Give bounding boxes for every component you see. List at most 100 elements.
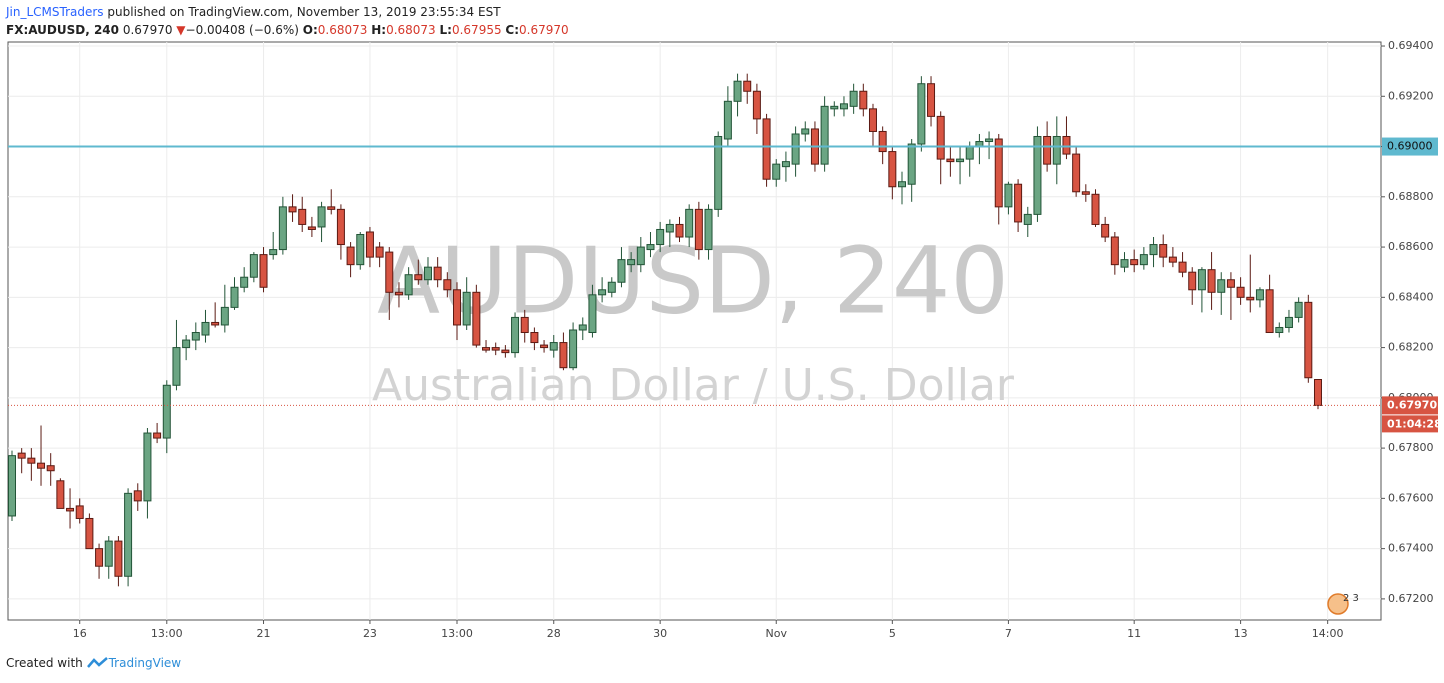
symbol: FX:AUDUSD, 240 (6, 23, 120, 37)
candle-body (1149, 244, 1158, 256)
candle-body (249, 254, 258, 278)
last: 0.67970 (122, 23, 173, 37)
candle-body (801, 128, 810, 135)
candle-body (1226, 279, 1235, 288)
published: published on TradingView.com, November 1… (107, 5, 501, 19)
y-tick-label: 0.67600 (1388, 491, 1434, 504)
candle-body (288, 206, 297, 213)
badge[interactable]: 2 3 (1327, 593, 1359, 615)
candle-body (714, 135, 723, 210)
candle-body (1236, 286, 1245, 298)
candle-body (1081, 191, 1090, 195)
candle-body (781, 161, 790, 168)
plot-frame (7, 41, 1382, 621)
candle-body (540, 344, 549, 349)
candle-body (820, 105, 829, 165)
countdown-box (1382, 415, 1438, 433)
candle-body (423, 266, 432, 281)
candle-body (946, 158, 955, 163)
header-line: FX:AUDUSD, 240 0.67970 ▼−0.00408 (−0.6%)… (6, 21, 569, 39)
candle-body (443, 279, 452, 291)
candle-body (1255, 289, 1264, 301)
y-tick-label: 0.68600 (1388, 240, 1434, 253)
candle-body (404, 274, 413, 296)
candle-body (1197, 269, 1206, 291)
candle-body (482, 347, 491, 351)
candle-body (220, 306, 229, 326)
candle-body (1130, 259, 1139, 266)
badge-text: 2 3 (1343, 593, 1359, 604)
candle-body (849, 90, 858, 107)
candle-body (1275, 326, 1284, 334)
last-price-box (1382, 396, 1438, 415)
countdown-label: 01:04:28 (1387, 417, 1442, 430)
badge-icon (1327, 593, 1349, 615)
change: −0.00408 (−0.6%) (185, 23, 299, 37)
candle-body (530, 332, 539, 344)
low: 0.67955 (451, 23, 502, 37)
candle-body (559, 342, 568, 369)
chart: 0.672000.674000.676000.678000.680000.682… (7, 39, 1442, 640)
x-tick-label: 11 (1127, 627, 1141, 640)
candle-body (1294, 301, 1303, 318)
candle-body (685, 208, 694, 238)
candle-body (336, 208, 345, 246)
header: Jin_LCMSTraders published on TradingView… (6, 3, 569, 39)
candle-body (859, 90, 868, 110)
candle-body (1062, 135, 1071, 155)
candle-body (878, 130, 887, 153)
candle-body (17, 452, 26, 459)
candle-body (259, 254, 268, 288)
candle-body (211, 321, 220, 326)
candle-body (414, 274, 423, 281)
candle-body (356, 233, 365, 266)
candle-body (598, 289, 607, 296)
candle-body (162, 384, 171, 439)
x-tick-label: 14:00 (1312, 627, 1344, 640)
candle-body (1178, 261, 1187, 273)
candles (8, 73, 1322, 587)
candle-body (520, 316, 529, 334)
candle-body (269, 249, 278, 256)
candle-body (85, 517, 94, 550)
last-price-label: 0.67970 (1387, 398, 1437, 411)
hline-label-box (1382, 137, 1438, 156)
candle-body (578, 324, 587, 331)
tv-logo (86, 657, 108, 668)
candle-body (888, 151, 897, 188)
candle-body (95, 548, 104, 567)
candle-body (956, 158, 965, 163)
candle-body (1217, 279, 1226, 293)
open: 0.68073 (317, 23, 368, 37)
candle-body (75, 505, 84, 519)
candle-body (569, 329, 578, 369)
author[interactable]: Jin_LCMSTraders (6, 5, 104, 19)
candle-body (1207, 269, 1216, 293)
x-tick-label: 7 (1005, 627, 1012, 640)
candle-body (917, 83, 926, 145)
candle-body (936, 115, 945, 160)
candle-body (133, 490, 142, 502)
y-tick-label: 0.67800 (1388, 441, 1434, 454)
candle-body (385, 251, 394, 293)
candle-body (124, 492, 133, 577)
y-tick-label: 0.69200 (1388, 89, 1434, 102)
candle-body (1091, 193, 1100, 225)
candle-body (46, 465, 55, 472)
candle-body (830, 105, 839, 110)
overlay: 0.69000 0.67970 01:04:28 (8, 137, 1442, 433)
candle-body (501, 349, 510, 354)
y-tick-label: 0.68200 (1388, 341, 1434, 354)
candle-body (1168, 256, 1177, 263)
x-tick-label: 13:00 (151, 627, 183, 640)
candle-body (1139, 254, 1148, 266)
x-tick-label: 13:00 (441, 627, 473, 640)
candle-body (327, 206, 336, 210)
y-tick-label: 0.68800 (1388, 190, 1434, 203)
y-tick-label: 0.69400 (1388, 39, 1434, 52)
brand[interactable]: TradingView (108, 656, 182, 670)
x-tick-label: 13 (1234, 627, 1248, 640)
candle-body (965, 146, 974, 160)
candle-body (230, 286, 239, 308)
